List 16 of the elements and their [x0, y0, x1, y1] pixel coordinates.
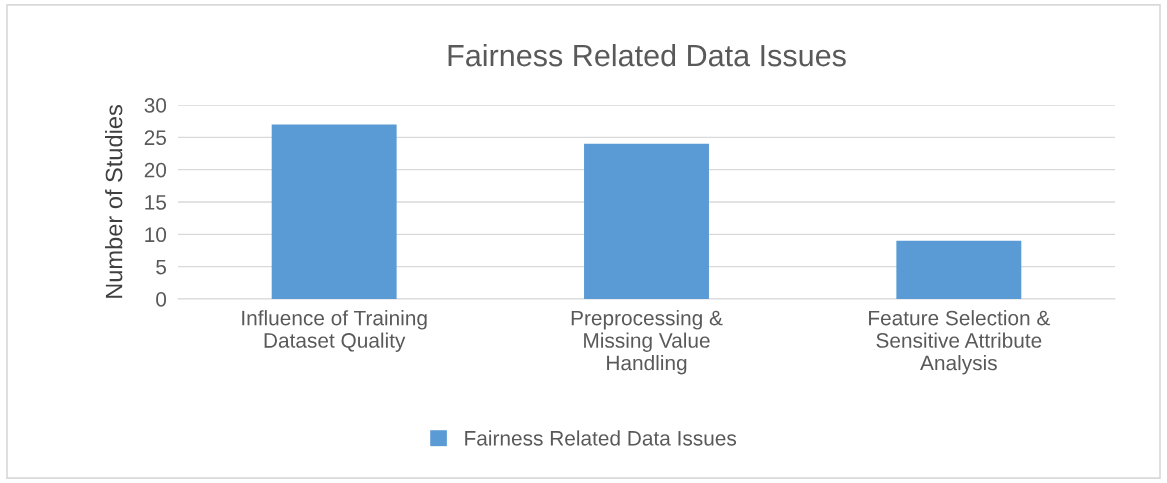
x-tick-label: Influence of Training Dataset Quality: [242, 310, 427, 352]
y-tick-label: 25: [144, 130, 167, 146]
chart-title: Fairness Related Data Issues: [448, 43, 846, 67]
y-tick-label: 20: [144, 162, 167, 178]
y-axis-title: Number of Studies: [105, 105, 123, 298]
bar: [271, 124, 397, 299]
legend-label: Fairness Related Data Issues: [465, 430, 737, 446]
x-tick-label: Feature Selection & Sensitive Attribute Analysis: [869, 310, 1050, 375]
y-tick-label: 10: [145, 227, 167, 243]
y-tick-label: 5: [156, 259, 167, 275]
y-tick-label: 0: [156, 292, 167, 307]
x-tick-label: Preprocessing & Missing Value Handling: [571, 310, 723, 375]
bar: [896, 240, 1022, 299]
y-tick-label: 15: [145, 195, 167, 210]
y-tick-label: 30: [144, 98, 167, 113]
bar: [584, 143, 709, 299]
